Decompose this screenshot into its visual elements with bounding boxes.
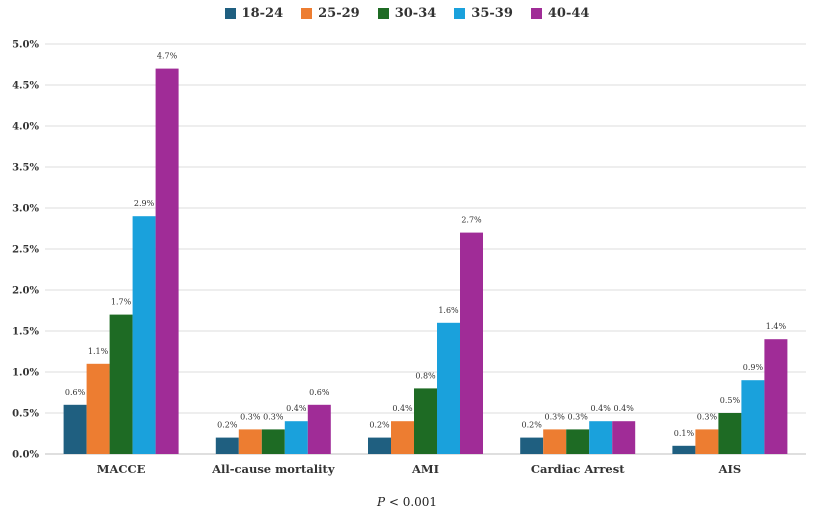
- data-label: 0.3%: [263, 412, 284, 421]
- data-label: 0.2%: [217, 421, 238, 430]
- bar-chart: 0.0% 0.5% 1.0% 1.5% 2.0% 2.5% 3.0% 3.5% 4.0% 4.5%…: [0, 0, 814, 490]
- bar-25-29: [695, 429, 718, 454]
- bar-25-29: [87, 364, 110, 454]
- y-tick-label: 3.5%: [12, 163, 39, 174]
- data-label: 1.6%: [438, 306, 459, 315]
- bar-35-39: [285, 421, 308, 454]
- data-label: 0.8%: [415, 371, 436, 380]
- data-label: 0.4%: [392, 404, 413, 413]
- data-label: 0.3%: [697, 412, 718, 421]
- bar-30-34: [414, 388, 437, 454]
- y-tick-label: 4.0%: [12, 122, 39, 133]
- bar-18-24: [216, 438, 239, 454]
- bar-35-39: [133, 216, 156, 454]
- bar-30-34: [262, 429, 285, 454]
- bar-40-44: [156, 69, 179, 454]
- bar-40-44: [308, 405, 331, 454]
- y-tick-label: 0.0%: [12, 450, 39, 461]
- x-tick-label: All-cause mortality: [211, 462, 335, 476]
- bar-40-44: [612, 421, 635, 454]
- bar-35-39: [589, 421, 612, 454]
- bar-25-29: [543, 429, 566, 454]
- bar-30-34: [718, 413, 741, 454]
- data-label: 2.9%: [134, 199, 155, 208]
- bar-18-24: [368, 438, 391, 454]
- data-label: 0.4%: [591, 404, 612, 413]
- bar-30-34: [110, 315, 133, 454]
- y-tick-label: 3.0%: [12, 204, 39, 215]
- data-label: 0.2%: [369, 421, 390, 430]
- bar-40-44: [764, 339, 787, 454]
- bar-25-29: [239, 429, 262, 454]
- data-label: 0.4%: [614, 404, 635, 413]
- y-tick-label: 2.0%: [12, 286, 39, 297]
- y-tick-label: 0.5%: [12, 409, 39, 420]
- bar-18-24: [520, 438, 543, 454]
- y-tick-label: 1.5%: [12, 327, 39, 338]
- data-label: 0.1%: [674, 429, 695, 438]
- p-value-symbol: P: [377, 495, 385, 509]
- data-label: 0.3%: [240, 412, 261, 421]
- y-tick-label: 1.0%: [12, 368, 39, 379]
- bar-25-29: [391, 421, 414, 454]
- x-tick-label: Cardiac Arrest: [531, 462, 625, 476]
- bar-18-24: [672, 446, 695, 454]
- data-label: 4.7%: [157, 52, 178, 61]
- bar-35-39: [741, 380, 764, 454]
- bar-35-39: [437, 323, 460, 454]
- y-tick-label: 2.5%: [12, 245, 39, 256]
- p-value-caption: P < 0.001: [0, 495, 814, 509]
- x-tick-label: AIS: [718, 462, 742, 476]
- bar-30-34: [566, 429, 589, 454]
- data-label: 0.3%: [545, 412, 566, 421]
- data-label: 1.7%: [111, 298, 132, 307]
- data-label: 0.3%: [568, 412, 589, 421]
- data-label: 2.7%: [461, 216, 482, 225]
- data-label: 0.6%: [309, 388, 330, 397]
- p-value-text: < 0.001: [385, 495, 437, 509]
- bar-40-44: [460, 233, 483, 454]
- data-label: 0.5%: [720, 396, 741, 405]
- data-label: 0.6%: [65, 388, 86, 397]
- data-label: 0.2%: [522, 421, 543, 430]
- y-tick-label: 4.5%: [12, 81, 39, 92]
- data-label: 0.9%: [743, 363, 764, 372]
- data-label: 1.1%: [88, 347, 109, 356]
- y-tick-label: 5.0%: [12, 40, 39, 51]
- bar-18-24: [64, 405, 87, 454]
- data-label: 0.4%: [286, 404, 307, 413]
- x-tick-label: MACCE: [97, 462, 146, 476]
- x-tick-label: AMI: [411, 462, 439, 476]
- data-label: 1.4%: [766, 322, 787, 331]
